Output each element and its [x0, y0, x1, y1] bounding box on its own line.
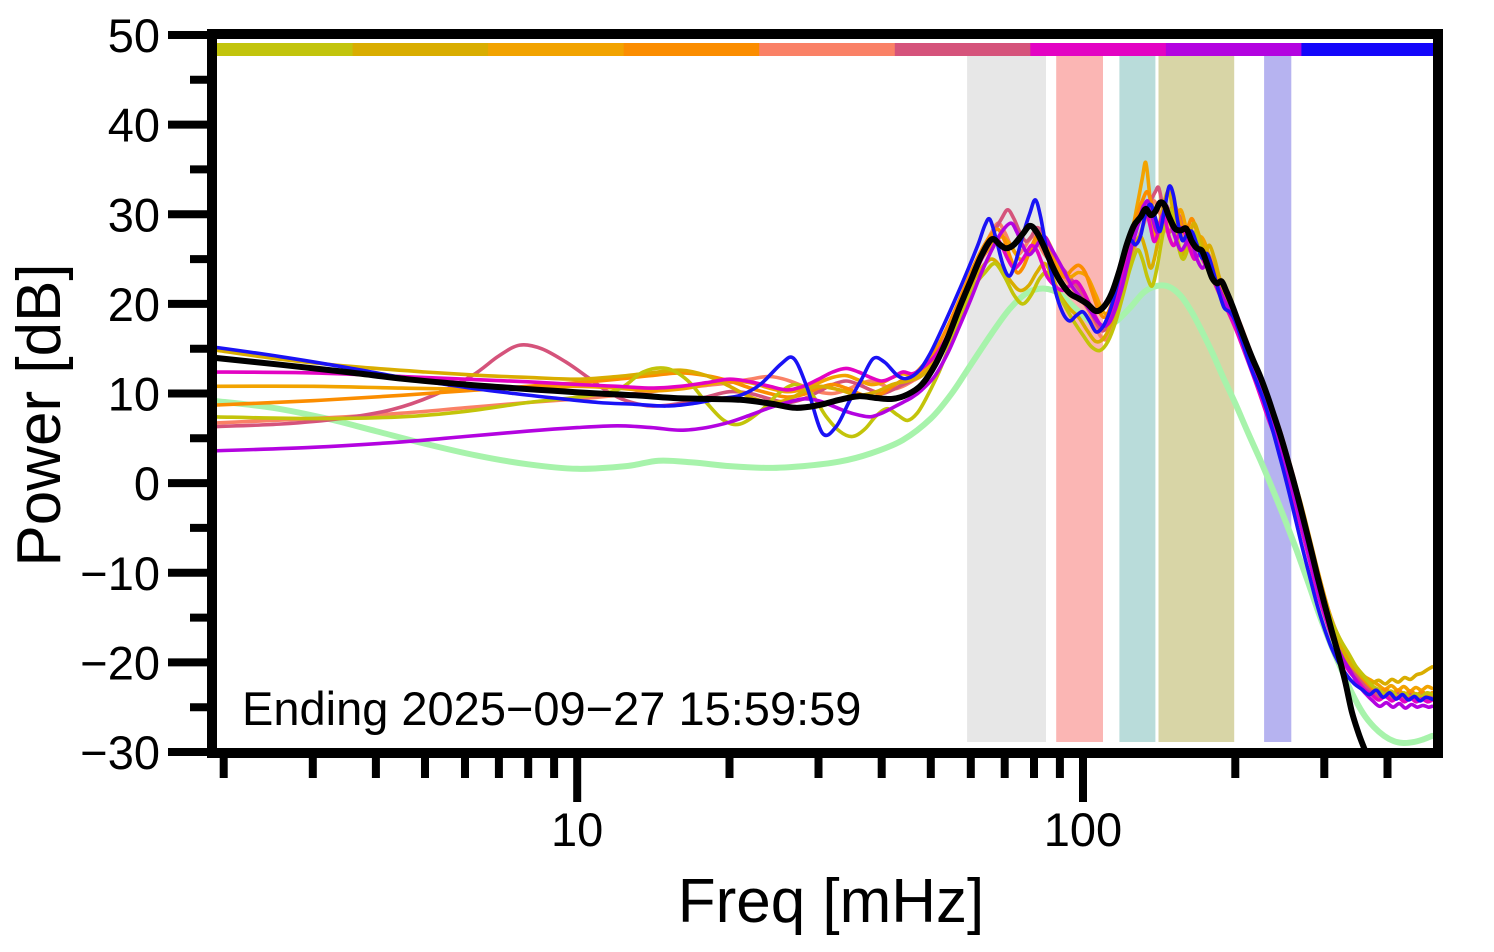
- series-line-spectrum-1: [217, 207, 1433, 700]
- band-4: [1158, 56, 1235, 742]
- series-line-spectrum-5: [217, 199, 1433, 698]
- y-tick-label: 30: [108, 188, 160, 241]
- x-tick-label: 100: [1044, 803, 1122, 856]
- colorbar-segment-5: [759, 43, 896, 56]
- band-2: [1056, 56, 1103, 742]
- highlight-bands: [967, 56, 1292, 742]
- y-tick-label: 20: [108, 278, 160, 331]
- series-line-mean-current: [217, 199, 1368, 748]
- series-line-spectrum-8: [217, 199, 1433, 710]
- series-line-spectrum-7: [217, 203, 1433, 704]
- y-tick-label: 40: [108, 99, 160, 152]
- x-axis-title: Freq [mHz]: [678, 867, 985, 936]
- time-colorbar: [217, 43, 1438, 56]
- colorbar-segment-8: [1165, 43, 1303, 56]
- y-axis-title: Power [dB]: [5, 263, 74, 566]
- y-tick-label: −10: [80, 547, 160, 600]
- colorbar-segment-1: [217, 43, 354, 56]
- colorbar-segment-6: [894, 43, 1031, 56]
- band-3: [1119, 56, 1156, 742]
- series-line-spectrum-3: [217, 160, 1433, 693]
- y-tick-label: 0: [134, 457, 160, 510]
- axis-spines: [207, 29, 1443, 758]
- colorbar-segment-9: [1301, 43, 1438, 56]
- ending-timestamp: Ending 2025−09−27 15:59:59: [242, 682, 861, 735]
- y-tick-label: 10: [108, 368, 160, 421]
- axis-labels: Ending 2025−09−27 15:59:59 Freq [mHz] Po…: [5, 263, 984, 936]
- colorbar-segment-3: [488, 43, 625, 56]
- y-tick-label: −20: [80, 636, 160, 689]
- spectra-lines: [217, 160, 1433, 748]
- x-tick-label: 10: [551, 803, 603, 856]
- colorbar-segment-4: [623, 43, 760, 56]
- y-tick-label: 50: [108, 9, 160, 62]
- colorbar-segment-7: [1030, 43, 1167, 56]
- colorbar-segment-2: [352, 43, 489, 56]
- band-1: [967, 56, 1046, 742]
- y-tick-label: −30: [80, 726, 160, 779]
